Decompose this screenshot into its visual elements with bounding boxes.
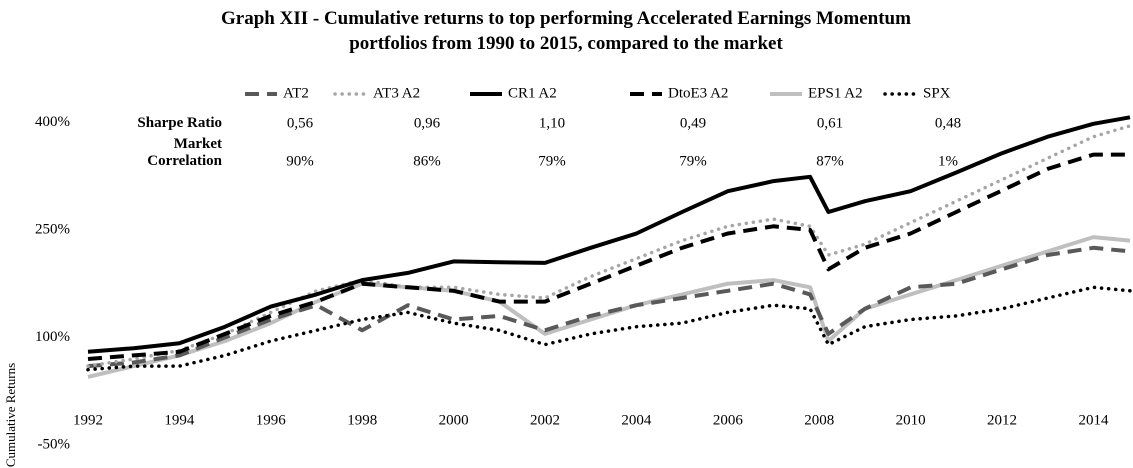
y-tick-label: 400% xyxy=(35,114,70,130)
legend-label: CR1 A2 xyxy=(508,85,557,101)
series-line xyxy=(87,235,1131,379)
stat-value: 90% xyxy=(286,153,314,169)
stat-value: 1% xyxy=(938,153,958,169)
stat-label: Market Correlation xyxy=(147,136,222,169)
stat-value: 79% xyxy=(679,153,707,169)
legend-label: DtoE3 A2 xyxy=(668,85,728,101)
chart-title: Graph XII - Cumulative returns to top pe… xyxy=(221,8,911,54)
series-line xyxy=(87,152,1130,361)
stat-value: 86% xyxy=(413,153,441,169)
stat-value: 0,56 xyxy=(287,115,314,131)
x-tick-label: 2004 xyxy=(621,412,652,428)
x-tick-label: 1998 xyxy=(347,412,377,428)
legend-label: EPS1 A2 xyxy=(808,85,863,101)
stat-value: 87% xyxy=(816,153,844,169)
y-tick-label: 250% xyxy=(35,221,70,237)
series-line xyxy=(86,124,1132,368)
y-tick-label: -50% xyxy=(38,436,71,452)
stat-value: 79% xyxy=(538,153,566,169)
x-tick-label: 2008 xyxy=(804,412,834,428)
stat-value: 0,49 xyxy=(680,115,706,131)
stat-value: 0,96 xyxy=(414,115,441,131)
x-tick-label: 2002 xyxy=(530,412,560,428)
series-line xyxy=(86,285,1132,372)
x-tick-label: 1994 xyxy=(164,412,195,428)
x-tick-label: 2012 xyxy=(987,412,1017,428)
x-tick-label: 2006 xyxy=(713,412,744,428)
y-axis-label: Cumulative Returns xyxy=(3,363,18,467)
x-tick-label: 2014 xyxy=(1078,412,1109,428)
series-line xyxy=(87,115,1131,354)
stat-value: 0,61 xyxy=(817,115,843,131)
stat-label: Sharpe Ratio xyxy=(137,115,222,131)
stat-value: 0,48 xyxy=(935,115,961,131)
legend-label: AT2 xyxy=(283,85,309,101)
series-line xyxy=(87,245,1131,369)
legend-label: AT3 A2 xyxy=(373,85,420,101)
x-tick-label: 1992 xyxy=(73,412,103,428)
stat-value: 1,10 xyxy=(539,115,565,131)
legend-label: SPX xyxy=(923,85,951,101)
x-tick-label: 2010 xyxy=(896,412,926,428)
x-tick-label: 1996 xyxy=(256,412,287,428)
y-tick-label: 100% xyxy=(35,329,70,345)
x-tick-label: 2000 xyxy=(439,412,469,428)
